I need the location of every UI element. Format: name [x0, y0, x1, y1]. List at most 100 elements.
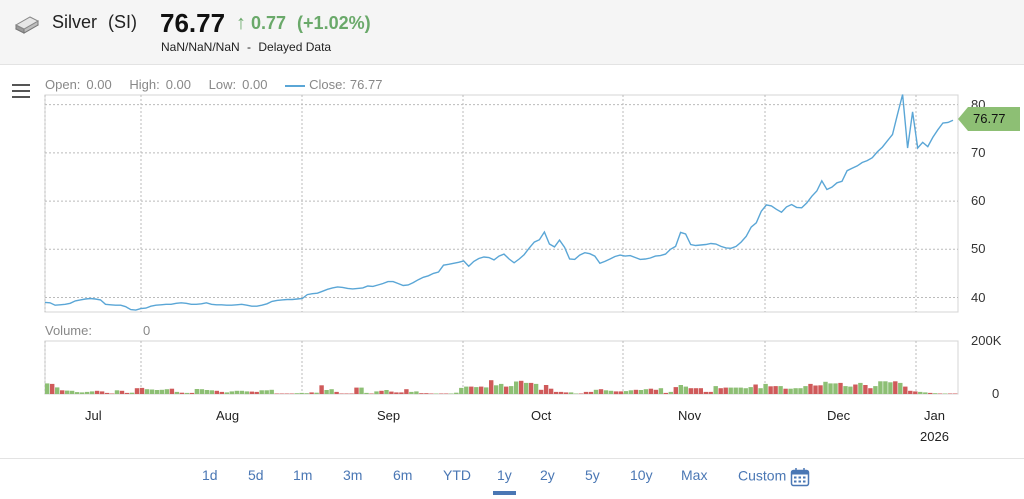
volume-bar [289, 393, 294, 394]
volume-bar [389, 391, 394, 394]
range-max[interactable]: Max [681, 467, 708, 483]
y-axis-tick-label: 70 [971, 144, 986, 160]
volume-bar [793, 388, 798, 394]
volume-bar [693, 388, 698, 394]
calendar-icon[interactable] [790, 467, 810, 487]
volume-bar [249, 391, 254, 394]
volume-bar [259, 390, 264, 394]
volume-bar [84, 391, 90, 394]
volume-bar [578, 393, 584, 394]
volume-bar [204, 390, 210, 394]
range-5d[interactable]: 5d [248, 467, 264, 483]
volume-bar [69, 390, 75, 394]
silver-bar-icon [14, 16, 40, 34]
range-3m[interactable]: 3m [343, 467, 363, 483]
volume-bar [853, 384, 858, 394]
close-value: 76.77 [349, 77, 383, 92]
close-label: Close: [309, 77, 346, 92]
volume-bar [788, 388, 793, 394]
data-note: Delayed Data [258, 40, 332, 54]
volume-bar [134, 388, 140, 394]
volume-bar [219, 391, 224, 394]
volume-bar [174, 391, 180, 394]
volume-bar [548, 388, 554, 394]
volume-bar [494, 385, 499, 394]
volume-bar [359, 387, 364, 394]
volume-bar [349, 393, 354, 394]
volume-bar [99, 391, 105, 395]
volume-bar [119, 390, 125, 394]
volume-bar [324, 390, 329, 394]
volume-bar [294, 393, 299, 394]
y-axis-tick-label: 50 [971, 241, 986, 257]
volume-bar [369, 393, 374, 394]
instrument-name: Silver [52, 12, 98, 32]
volume-bar [269, 389, 274, 394]
volume-bar [908, 390, 913, 394]
range-2y[interactable]: 2y [540, 467, 555, 483]
quote-date: NaN/NaN/NaN [161, 40, 240, 54]
volume-bar [758, 388, 763, 394]
last-price-tag-value: 76.77 [973, 111, 1006, 126]
range-10y[interactable]: 10y [630, 467, 653, 483]
last-price: 76.77 [160, 8, 226, 38]
volume-bar [823, 381, 828, 394]
range-ytd[interactable]: YTD [443, 467, 471, 483]
volume-bar [603, 390, 609, 394]
volume-bar [563, 392, 569, 394]
x-axis-tick-label: Jul [85, 408, 102, 423]
volume-bar [798, 388, 803, 394]
volume-bar [184, 392, 190, 394]
volume-bar [239, 390, 244, 394]
volume-bar [439, 393, 444, 394]
price-volume-chart[interactable] [0, 0, 1024, 458]
volume-bar [299, 392, 304, 394]
volume-bar [608, 390, 614, 394]
volume-bar [858, 382, 863, 394]
volume-bar [89, 391, 95, 395]
instrument-symbol: (SI) [108, 12, 137, 32]
volume-bar [953, 393, 958, 394]
volume-bar [648, 388, 654, 394]
volume-bar [374, 391, 379, 395]
range-selector: 1d 5d 1m 3m 6m YTD 1y 2y 5y 10y Max Custom [0, 458, 1024, 499]
volume-bar [718, 388, 723, 394]
open-value: 0.00 [86, 77, 112, 92]
volume-bar [149, 389, 155, 394]
volume-bar [883, 381, 888, 394]
volume-bar [139, 387, 145, 394]
volume-bar [484, 387, 489, 394]
volume-bar [474, 387, 479, 394]
range-6m[interactable]: 6m [393, 467, 413, 483]
volume-bar [434, 393, 439, 394]
volume-label: Volume: [45, 323, 92, 338]
volume-bar [334, 391, 339, 394]
volume-bar [898, 382, 903, 394]
volume-bar [703, 391, 708, 394]
volume-bar [514, 381, 519, 394]
volume-bar [414, 391, 419, 395]
volume-bar [379, 390, 384, 394]
range-1m[interactable]: 1m [293, 467, 313, 483]
volume-bar [284, 393, 289, 394]
volume-bar [479, 386, 484, 394]
volume-bar [923, 392, 928, 394]
volume-bar [673, 387, 678, 394]
volume-bar [464, 386, 469, 394]
volume-bar [454, 392, 459, 394]
volume-bar [783, 388, 788, 394]
volume-bar [593, 389, 599, 394]
hamburger-menu-icon[interactable] [12, 84, 30, 98]
volume-bar [50, 383, 55, 394]
volume-bar [653, 389, 659, 394]
range-1y[interactable]: 1y [493, 467, 516, 495]
range-custom[interactable]: Custom [738, 467, 810, 487]
high-value: 0.00 [165, 77, 192, 92]
close-legend-swatch [285, 84, 306, 87]
volume-bar [748, 387, 753, 394]
range-5y[interactable]: 5y [585, 467, 600, 483]
volume-bar [843, 386, 848, 394]
volume-bar [404, 389, 409, 394]
volume-bar [933, 393, 938, 394]
range-1d[interactable]: 1d [202, 467, 218, 483]
